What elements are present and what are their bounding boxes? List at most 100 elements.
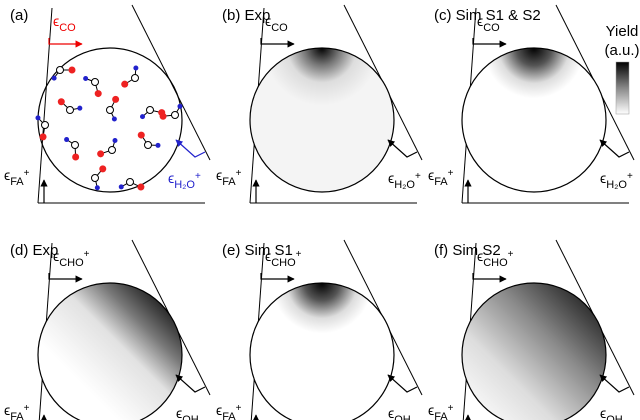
atom xyxy=(92,175,99,182)
atom xyxy=(95,90,102,97)
atom xyxy=(121,81,128,88)
atom xyxy=(69,67,76,74)
atom xyxy=(133,66,138,71)
atom xyxy=(83,76,88,81)
axis-superscript: + xyxy=(84,249,90,260)
axis-subscript: CO xyxy=(59,22,76,34)
atom xyxy=(155,143,160,148)
atom xyxy=(99,165,106,172)
arrow xyxy=(600,375,629,392)
atom xyxy=(77,106,82,111)
panel-label: (f) Sim S2 xyxy=(434,242,501,259)
axis-subscript: FA xyxy=(10,411,24,420)
axis-label: ϵFA+ xyxy=(4,402,30,420)
axis-label: ϵFA+ xyxy=(216,167,242,188)
axis-subscript: H₂O xyxy=(606,179,627,191)
atom xyxy=(92,79,99,86)
arrow xyxy=(473,273,506,279)
axis-subscript: FA xyxy=(222,176,236,188)
atom xyxy=(172,112,179,119)
atom xyxy=(177,104,182,109)
axis-label: ϵCHO+ xyxy=(53,248,90,269)
arrow xyxy=(176,375,205,392)
atom xyxy=(127,179,134,186)
axis-subscript: OH xyxy=(394,414,411,420)
axis-label: ϵOH xyxy=(388,405,411,420)
panel-label: (e) Sim S1 xyxy=(222,242,293,259)
arrow xyxy=(473,38,506,44)
axis-label: ϵFA+ xyxy=(4,167,30,188)
axis-superscript: + xyxy=(415,171,421,182)
atom xyxy=(137,184,144,191)
panel-label: (d) Exp xyxy=(10,242,58,259)
atom xyxy=(67,107,74,114)
panel: ϵCHO+ϵFA+ϵOH(d) Exp xyxy=(4,240,210,420)
axis-superscript: + xyxy=(236,168,242,179)
axis-superscript: + xyxy=(448,403,454,414)
axis-superscript: + xyxy=(296,249,302,260)
axis-subscript: CHO xyxy=(59,257,84,269)
arrow xyxy=(49,273,82,279)
panel-label: (b) Exp xyxy=(222,7,270,24)
atom xyxy=(112,138,117,143)
axis-subscript: H₂O xyxy=(174,179,195,191)
axis-label: ϵOH xyxy=(600,405,623,420)
atom xyxy=(140,114,145,119)
arrow xyxy=(261,273,294,279)
axis-superscript: + xyxy=(627,171,633,182)
atom xyxy=(138,132,145,139)
arrow xyxy=(49,38,82,44)
axis-subscript: CO xyxy=(271,22,288,34)
axis-subscript: FA xyxy=(434,176,448,188)
atom xyxy=(112,96,119,103)
atom xyxy=(112,116,117,121)
axis-subscript: H₂O xyxy=(394,179,415,191)
atom xyxy=(40,133,47,140)
axis-label: ϵFA+ xyxy=(216,402,242,420)
axis-subscript: FA xyxy=(434,411,448,420)
atom xyxy=(35,115,40,120)
panel: ϵCHO+ϵFA+ϵOH(f) Sim S2 xyxy=(428,240,634,420)
axis-subscript: FA xyxy=(10,176,24,188)
atom xyxy=(160,113,167,120)
axis-label: ϵFA+ xyxy=(428,402,454,420)
arrow xyxy=(388,375,417,392)
atom xyxy=(58,98,65,105)
axis-superscript: + xyxy=(24,403,30,414)
heatmap-shade xyxy=(462,48,606,192)
triangle-edge xyxy=(38,8,52,203)
atom xyxy=(145,142,152,149)
colorbar-unit: (a.u.) xyxy=(604,42,639,59)
atom xyxy=(109,147,116,154)
axis-label: ϵCO xyxy=(53,13,76,34)
atom xyxy=(72,142,79,149)
atom xyxy=(97,150,104,157)
arrow xyxy=(176,140,205,157)
axis-subscript: OH xyxy=(182,414,199,420)
axis-subscript: OH xyxy=(606,414,623,420)
axis-superscript: + xyxy=(508,249,514,260)
atom xyxy=(42,122,49,129)
arrow xyxy=(388,140,417,157)
axis-subscript: FA xyxy=(222,411,236,420)
atom xyxy=(119,184,124,189)
panel-label: (a) xyxy=(10,7,28,24)
atom xyxy=(107,107,114,114)
colorbar xyxy=(616,62,629,114)
arrow xyxy=(261,38,294,44)
atom xyxy=(52,76,57,81)
axis-label: ϵH₂O+ xyxy=(168,170,201,191)
atom xyxy=(57,67,64,74)
panel-label: (c) Sim S1 & S2 xyxy=(434,7,541,24)
axis-label: ϵH₂O+ xyxy=(600,170,633,191)
axis-label: ϵH₂O+ xyxy=(388,170,421,191)
atom xyxy=(64,137,69,142)
axis-superscript: + xyxy=(195,171,201,182)
axis-superscript: + xyxy=(236,403,242,414)
panel: ϵCHO+ϵFA+ϵOH(e) Sim S1 xyxy=(216,240,422,420)
figure: ϵCOϵFA+ϵH₂O+(a)ϵCOϵFA+ϵH₂O+(b) ExpϵCOϵFA… xyxy=(0,0,640,420)
arrow xyxy=(600,140,629,157)
heatmap-shade xyxy=(250,48,394,192)
